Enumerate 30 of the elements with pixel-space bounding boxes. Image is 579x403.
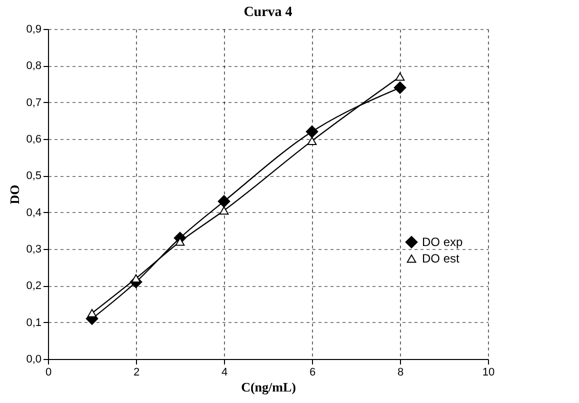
x-tick-label: 6 — [309, 366, 316, 378]
point — [307, 136, 317, 145]
y-tick-label: 0,6 — [26, 134, 42, 146]
point — [395, 72, 405, 81]
legend-label: DO est — [422, 252, 460, 266]
y-tick-label: 0,8 — [26, 60, 42, 72]
y-tick-label: 0,1 — [26, 316, 42, 329]
x-axis-title: C(ng/mL) — [241, 380, 296, 394]
y-tick-label: 0,5 — [26, 170, 42, 182]
point — [218, 195, 230, 208]
point — [175, 238, 185, 246]
x-tick-label: 8 — [397, 366, 404, 378]
y-tick-label: 0,3 — [26, 244, 42, 256]
y-tick-label: 0,4 — [26, 206, 42, 219]
y-tick-label: 0,7 — [26, 96, 42, 109]
point — [306, 125, 318, 138]
x-tick-label: 4 — [221, 366, 228, 378]
point — [219, 206, 229, 215]
point — [394, 81, 406, 94]
legend-label: DO exp — [422, 235, 464, 250]
chart-title: Curva 4 — [244, 5, 292, 20]
y-axis-title: DO — [7, 184, 22, 204]
x-tick-label: 10 — [482, 366, 495, 378]
x-tick-label: 0 — [45, 366, 52, 378]
x-tick-label: 2 — [133, 366, 140, 378]
point — [131, 274, 141, 282]
y-tick-label: 0,0 — [26, 354, 42, 366]
y-tick-label: 0,2 — [26, 280, 42, 292]
point — [87, 309, 97, 318]
y-tick-label: 0,9 — [26, 24, 42, 36]
